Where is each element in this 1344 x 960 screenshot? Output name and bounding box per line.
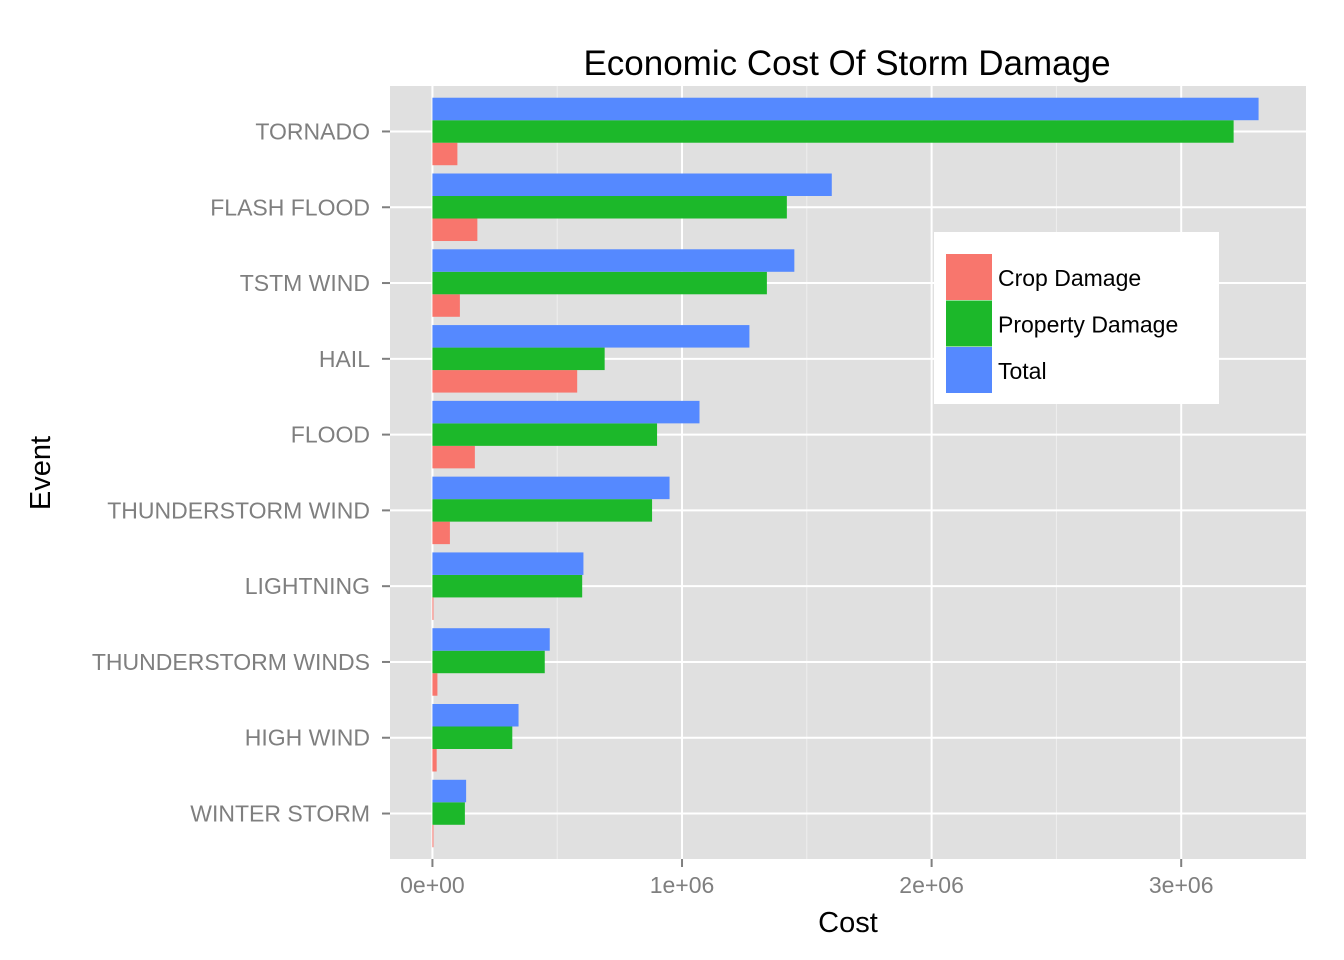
bar-property-damage <box>432 196 787 219</box>
bar-crop-damage <box>432 218 478 242</box>
bar-total <box>432 779 467 803</box>
bar-total <box>432 476 670 500</box>
y-tick-label: FLOOD <box>291 422 370 448</box>
bar-property-damage <box>432 423 658 446</box>
chart-title: Economic Cost Of Storm Damage <box>583 44 1110 83</box>
bar-crop-damage <box>432 748 437 772</box>
bar-property-damage <box>432 802 465 825</box>
y-tick-label: LIGHTNING <box>245 573 370 599</box>
bar-crop-damage <box>432 673 438 696</box>
bar-crop-damage <box>432 294 460 317</box>
bar-crop-damage <box>432 824 434 848</box>
bar-total <box>432 552 584 575</box>
bar-total <box>432 400 700 424</box>
y-tick-label: TSTM WIND <box>240 270 370 296</box>
x-axis: 0e+00 1e+06 2e+06 3e+06 <box>400 859 1214 898</box>
bar-crop-damage <box>432 597 434 620</box>
y-axis-title: Event <box>25 436 57 510</box>
bar-property-damage <box>432 726 513 749</box>
y-tick-label: TORNADO <box>255 118 370 144</box>
x-tick-label: 3e+06 <box>1149 872 1214 898</box>
y-axis: TORNADO FLASH FLOOD TSTM WIND HAIL FLOOD THUN… <box>92 118 390 827</box>
bar-total <box>432 97 1259 121</box>
bar-property-damage <box>432 650 545 674</box>
legend-label: Total <box>998 358 1047 384</box>
legend: Crop Damage Property Damage Total <box>934 232 1219 404</box>
legend-label: Property Damage <box>998 312 1178 338</box>
bar-property-damage <box>432 574 583 598</box>
y-tick-label: THUNDERSTORM WIND <box>107 497 370 523</box>
x-tick-label: 0e+00 <box>400 872 465 898</box>
bars-layer <box>432 97 1259 848</box>
bar-property-damage <box>432 499 653 522</box>
bar-crop-damage <box>432 142 458 166</box>
bar-total <box>432 325 750 348</box>
bar-property-damage <box>432 347 605 371</box>
legend-key <box>946 347 992 393</box>
y-tick-label: FLASH FLOOD <box>210 194 370 220</box>
legend-key <box>946 300 992 347</box>
y-tick-label: THUNDERSTORM WINDS <box>92 649 370 675</box>
x-tick-label: 2e+06 <box>899 872 964 898</box>
x-axis-title: Cost <box>818 907 878 939</box>
bar-total <box>432 703 519 727</box>
y-tick-label: WINTER STORM <box>190 801 370 827</box>
bar-property-damage <box>432 271 767 295</box>
bar-total <box>432 628 550 651</box>
bar-property-damage <box>432 120 1234 143</box>
y-tick-label: HIGH WIND <box>245 725 370 751</box>
bar-crop-damage <box>432 445 475 469</box>
bar-crop-damage <box>432 521 450 545</box>
y-tick-label: HAIL <box>319 346 370 372</box>
x-tick-label: 1e+06 <box>650 872 715 898</box>
bar-crop-damage <box>432 370 578 393</box>
bar-total <box>432 173 832 197</box>
legend-label: Crop Damage <box>998 265 1141 291</box>
bar-total <box>432 249 795 272</box>
legend-key <box>946 254 992 300</box>
